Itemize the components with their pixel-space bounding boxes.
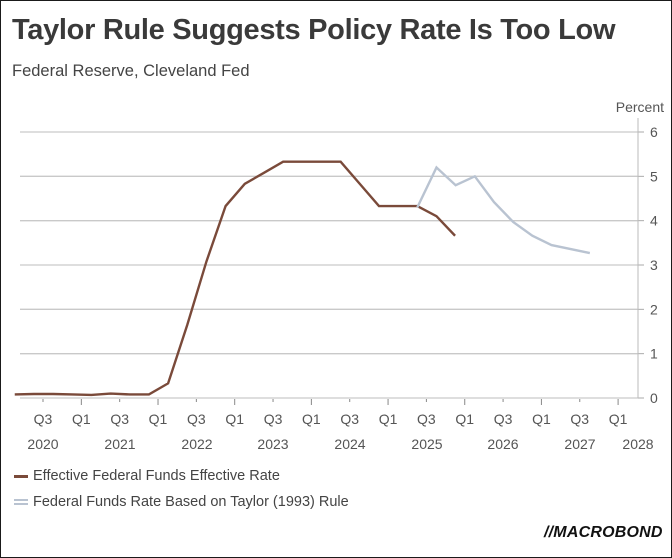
- x-tick-label: Q3: [34, 411, 53, 427]
- legend-label-taylor: Federal Funds Rate Based on Taylor (1993…: [33, 494, 349, 510]
- x-tick-label: Q3: [340, 411, 359, 427]
- x-tick-label: Q3: [110, 411, 129, 427]
- x-tick-label: Q1: [455, 411, 474, 427]
- x-tick-label: Q3: [494, 411, 513, 427]
- x-year-label: 2023: [257, 436, 288, 452]
- x-tick-label: Q1: [532, 411, 551, 427]
- y-tick-label: 1: [650, 346, 658, 362]
- x-year-label: 2027: [564, 436, 595, 452]
- x-tick-label: Q1: [609, 411, 628, 427]
- x-year-label: 2025: [411, 436, 442, 452]
- chart-subtitle: Federal Reserve, Cleveland Fed: [12, 62, 250, 80]
- y-tick-label: 4: [650, 213, 658, 229]
- legend-swatch-taylor: [14, 499, 28, 505]
- y-tick-label: 0: [650, 390, 658, 406]
- x-year-label: 2020: [27, 436, 58, 452]
- x-tick-label: Q1: [302, 411, 321, 427]
- chart-title: Taylor Rule Suggests Policy Rate Is Too …: [12, 14, 616, 46]
- y-tick-label: 3: [650, 257, 658, 273]
- y-tick-label: 2: [650, 301, 658, 317]
- macrobond-logo: //MACROBOND: [544, 524, 663, 542]
- series-line-effr: [14, 160, 456, 397]
- y-axis-label: Percent: [616, 99, 664, 115]
- legend-item-effr: Effective Federal Funds Effective Rate: [14, 468, 280, 484]
- logo-mark-icon: //: [544, 524, 554, 541]
- y-axis: 0 1 2 3 4 5 6: [637, 118, 658, 406]
- gridlines: [20, 131, 638, 399]
- x-year-label: 2022: [181, 436, 212, 452]
- x-tick-label: Q3: [570, 411, 589, 427]
- y-tick-label: 5: [650, 168, 658, 184]
- logo-text: MACROBOND: [553, 524, 663, 541]
- legend-item-taylor: Federal Funds Rate Based on Taylor (1993…: [14, 494, 349, 510]
- x-tick-label: Q1: [225, 411, 244, 427]
- x-year-label: 2021: [104, 436, 135, 452]
- x-tick-label: Q1: [72, 411, 91, 427]
- y-tick-label: 6: [650, 124, 658, 140]
- series-line-taylor: [416, 165, 591, 255]
- x-tick-label: Q3: [264, 411, 283, 427]
- x-tick-label: Q1: [149, 411, 168, 427]
- x-axis: Q3 Q1 Q3 Q1 Q3 Q1 Q3 Q1 Q3 Q1 Q3 Q1 Q3 Q1 Q3 Q1 2020 2021…: [27, 399, 654, 452]
- x-tick-label: Q1: [379, 411, 398, 427]
- x-year-label: 2026: [487, 436, 518, 452]
- x-tick-label: Q3: [187, 411, 206, 427]
- legend-label-effr: Effective Federal Funds Effective Rate: [33, 468, 280, 484]
- legend-swatch-effr: [14, 474, 28, 478]
- x-year-label: 2028: [622, 436, 653, 452]
- x-year-label: 2024: [334, 436, 365, 452]
- series-lines: [14, 160, 591, 397]
- x-tick-label: Q3: [417, 411, 436, 427]
